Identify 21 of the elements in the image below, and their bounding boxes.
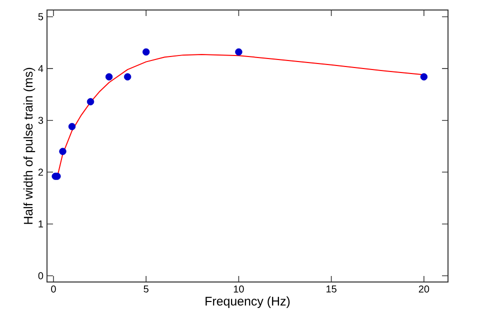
y-tick-label: 4 — [38, 65, 44, 72]
point — [235, 48, 242, 56]
y-tick-label: 2 — [38, 168, 43, 176]
point — [420, 73, 428, 80]
point — [142, 48, 150, 56]
point — [59, 148, 66, 156]
x-tick-label: 5 — [144, 286, 148, 292]
y-tick-label: 1 — [38, 220, 43, 228]
point — [86, 98, 94, 106]
y-tick-label: 0 — [38, 272, 44, 280]
point — [124, 73, 132, 80]
point — [105, 73, 113, 80]
y-tick-label: 5 — [38, 13, 44, 20]
x-tick-label: 0 — [51, 286, 56, 293]
x-tick-label: 15 — [326, 286, 336, 292]
x-tick-label: 20 — [418, 286, 430, 293]
y-axis-title: Half width of pulse train (ms) — [23, 68, 36, 224]
x-axis-title: Frequency (Hz) — [206, 296, 290, 308]
point — [68, 122, 76, 130]
y-tick-label: 3 — [38, 116, 44, 124]
x-tick-label: 10 — [234, 286, 244, 293]
